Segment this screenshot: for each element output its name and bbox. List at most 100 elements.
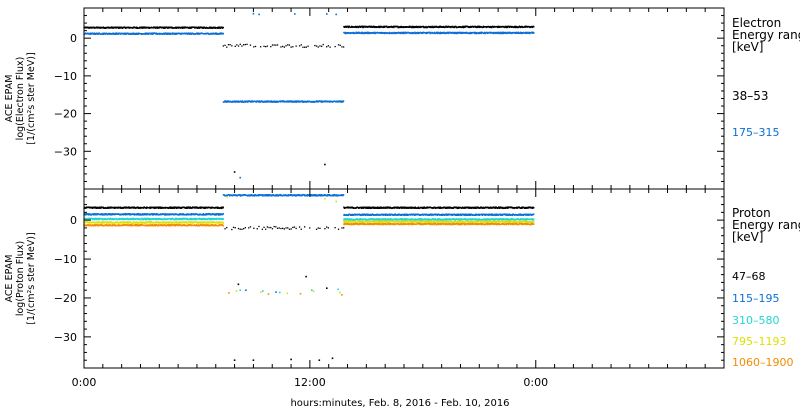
data-point — [459, 32, 461, 34]
data-point — [462, 25, 464, 28]
data-point — [94, 207, 96, 209]
data-point — [394, 207, 396, 209]
data-point — [294, 100, 296, 102]
data-point — [331, 357, 334, 360]
data-point — [89, 213, 92, 215]
data-point — [235, 101, 237, 103]
data-point — [108, 207, 110, 209]
data-point — [467, 207, 469, 209]
data-point — [303, 194, 305, 196]
data-point — [221, 207, 223, 209]
data-point — [413, 25, 415, 28]
data-point — [104, 214, 106, 216]
data-point — [144, 219, 146, 221]
data-point — [231, 101, 234, 103]
data-point — [307, 45, 309, 47]
data-point — [456, 32, 458, 35]
data-point — [339, 100, 342, 102]
data-point — [527, 213, 530, 215]
data-point — [198, 33, 200, 35]
data-point — [224, 228, 226, 230]
data-point — [274, 195, 277, 197]
data-point — [367, 32, 370, 35]
data-point — [163, 213, 165, 215]
data-point — [107, 213, 110, 215]
data-point — [384, 213, 386, 216]
data-point — [511, 32, 514, 34]
data-point — [253, 195, 256, 197]
data-point — [390, 25, 393, 27]
data-point — [419, 213, 421, 216]
data-point — [198, 27, 201, 29]
data-point — [414, 26, 416, 28]
data-point — [139, 213, 141, 215]
data-point — [367, 207, 369, 209]
data-point — [151, 32, 153, 34]
data-point — [524, 26, 527, 28]
data-point — [405, 214, 407, 216]
data-point — [290, 194, 292, 197]
data-point — [228, 194, 231, 196]
data-point — [298, 226, 301, 228]
data-point — [459, 213, 461, 215]
data-point — [488, 26, 490, 28]
data-point — [340, 101, 343, 103]
data-point — [443, 207, 445, 209]
data-point — [386, 206, 389, 208]
data-point — [476, 26, 478, 28]
data-point — [113, 206, 116, 209]
data-point — [414, 32, 416, 34]
data-point — [129, 218, 132, 221]
data-point — [460, 31, 462, 33]
data-point — [232, 226, 235, 228]
data-point — [193, 213, 195, 215]
data-point — [403, 213, 405, 215]
data-point — [484, 31, 486, 33]
data-point — [471, 207, 473, 209]
data-point — [477, 26, 479, 28]
data-point — [236, 194, 238, 196]
data-point — [222, 206, 224, 208]
data-point — [122, 213, 124, 215]
data-point — [469, 207, 471, 209]
data-point — [511, 206, 513, 208]
data-point — [237, 227, 240, 230]
data-point — [402, 32, 405, 35]
data-point — [460, 32, 462, 35]
data-point — [91, 32, 93, 34]
data-point — [365, 206, 367, 208]
data-point — [156, 26, 158, 28]
data-point — [504, 207, 506, 209]
data-point — [182, 26, 184, 28]
data-point — [417, 26, 419, 29]
data-point — [236, 44, 238, 46]
data-point — [240, 195, 242, 197]
data-point — [411, 213, 413, 215]
data-point — [367, 207, 370, 209]
data-point — [145, 213, 147, 215]
data-point — [239, 194, 241, 196]
data-point — [489, 32, 492, 34]
data-point — [222, 45, 224, 47]
data-point — [361, 207, 363, 209]
data-point — [229, 44, 231, 46]
data-point — [484, 32, 487, 35]
data-point — [457, 206, 459, 208]
data-point — [465, 207, 467, 209]
data-point — [217, 27, 219, 29]
data-point — [371, 207, 373, 209]
data-point — [399, 26, 401, 29]
data-point — [460, 213, 462, 215]
data-point — [236, 101, 238, 103]
data-point — [337, 228, 340, 230]
data-point — [505, 207, 507, 209]
data-point — [314, 44, 316, 47]
data-point — [283, 46, 285, 48]
data-point — [121, 218, 123, 220]
data-point — [181, 27, 183, 29]
data-point — [481, 206, 483, 208]
data-point — [112, 26, 114, 29]
data-point — [381, 31, 383, 34]
data-point — [392, 26, 394, 29]
data-point — [295, 227, 297, 230]
